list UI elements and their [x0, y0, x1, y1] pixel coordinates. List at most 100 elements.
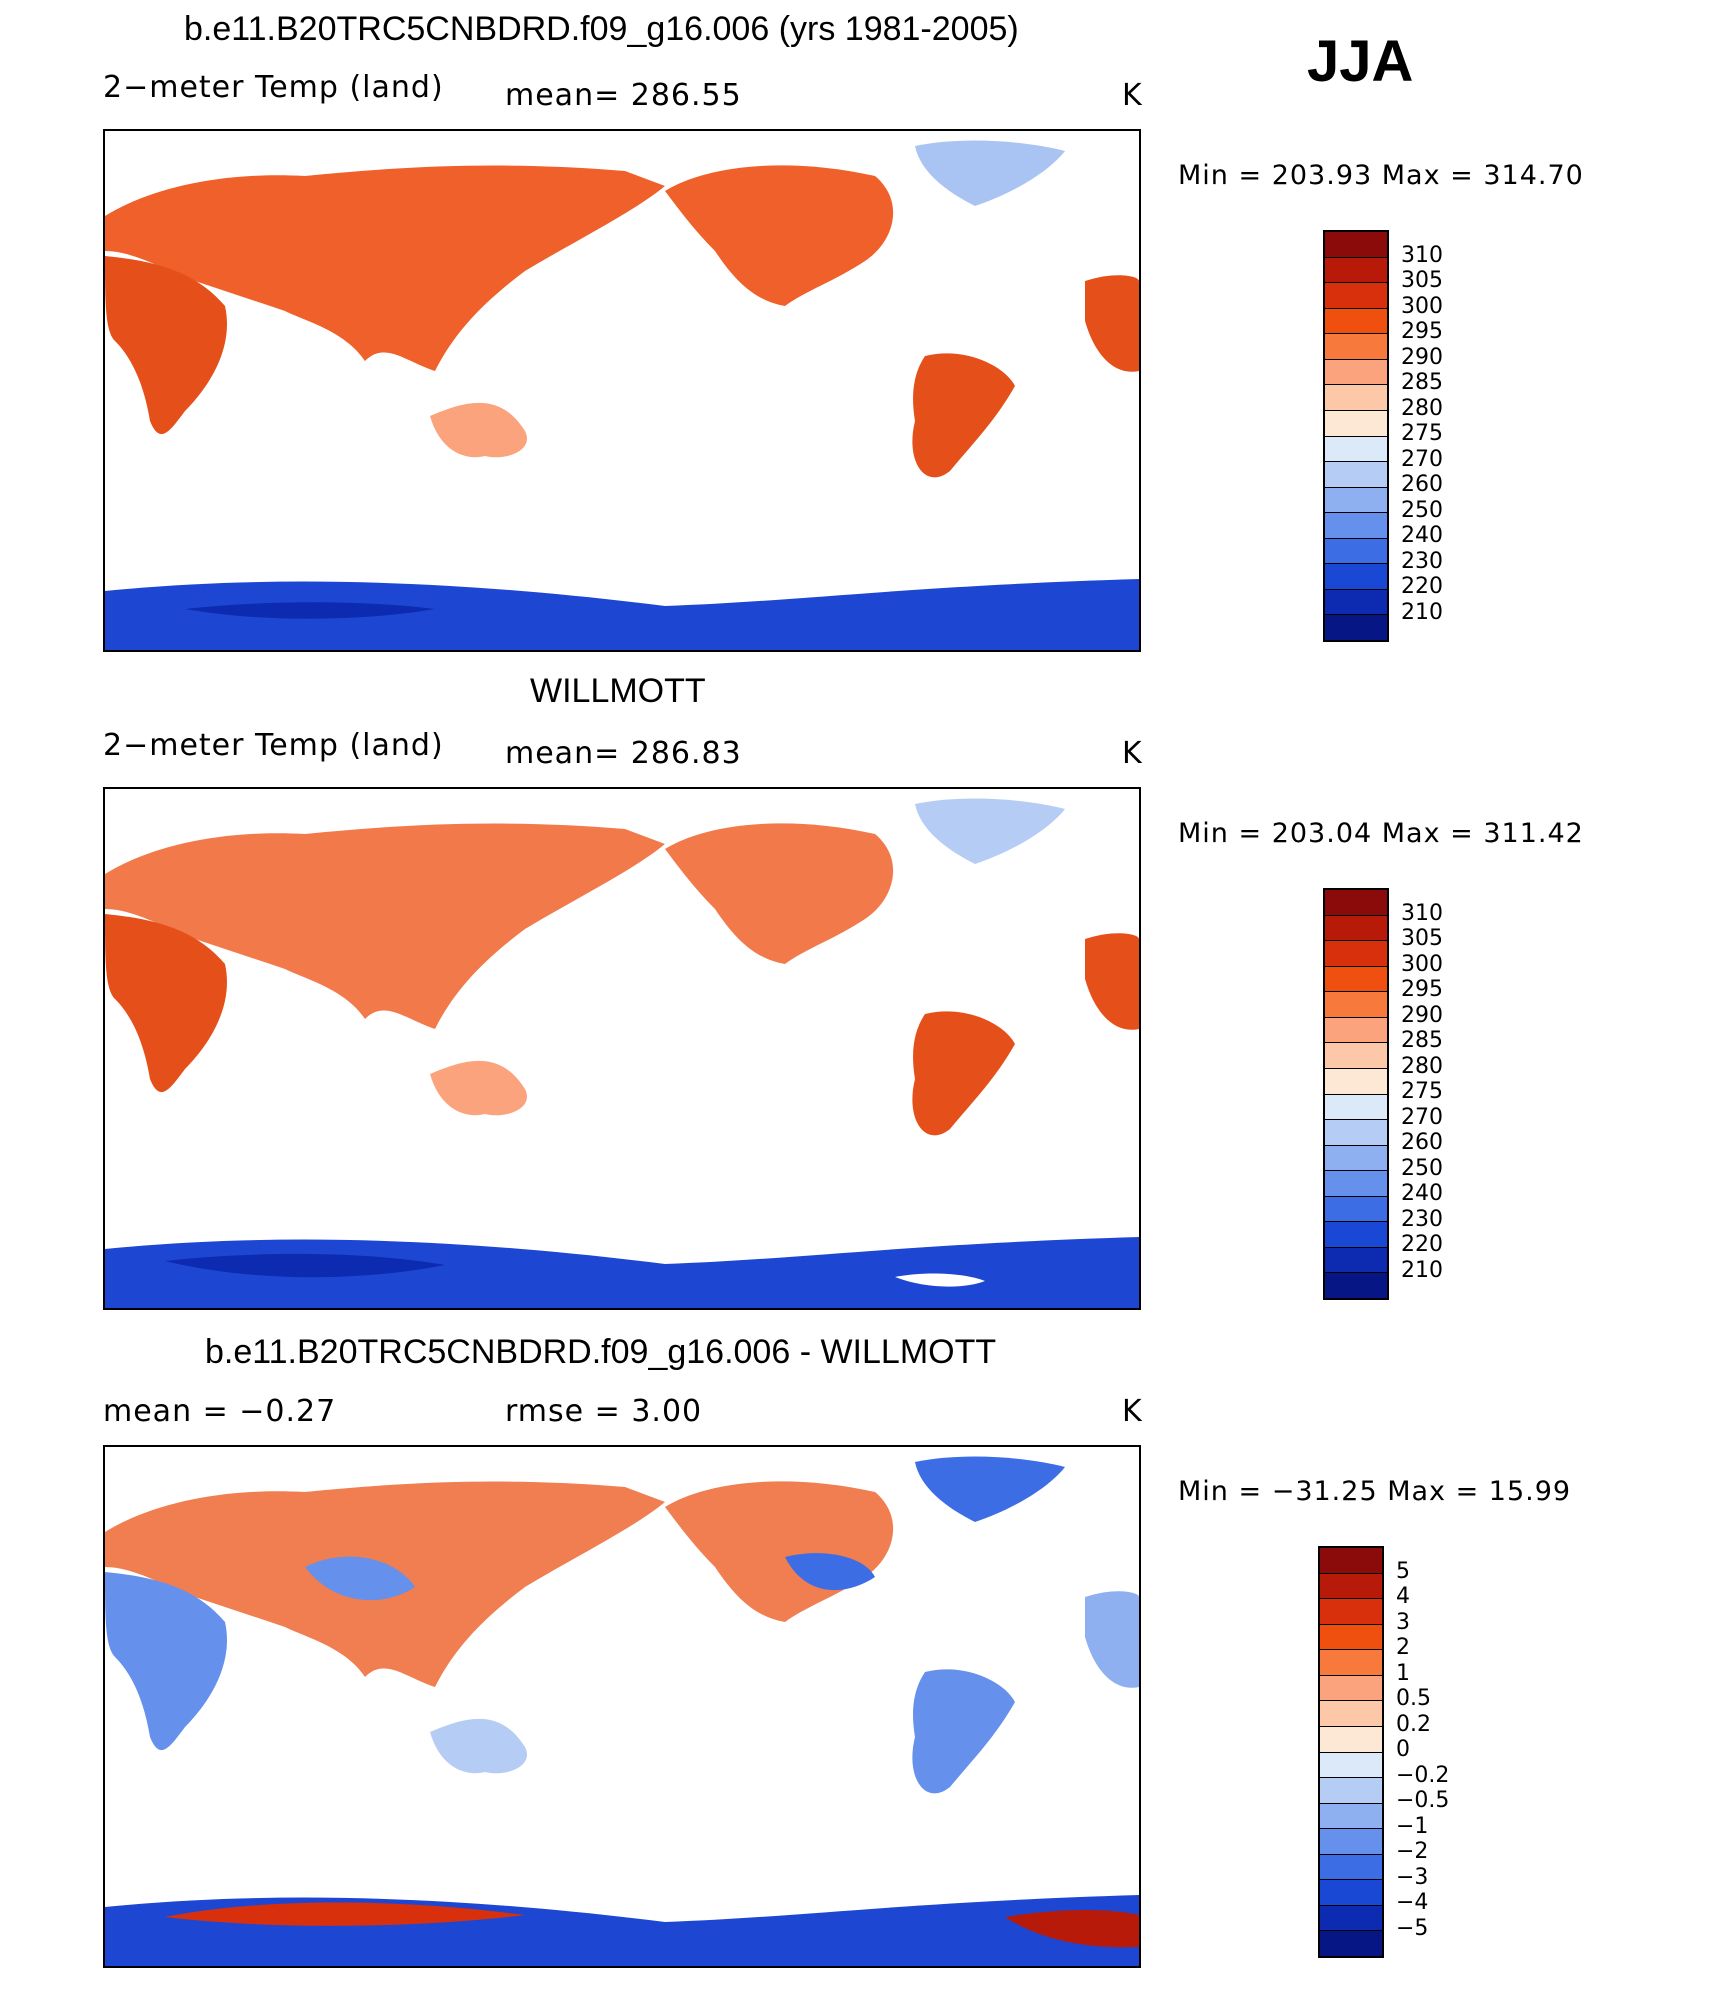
- eurasia-shape: [105, 823, 665, 1029]
- colorbar-swatch: [1325, 461, 1387, 487]
- north-america-shape: [665, 823, 894, 964]
- colorbar-tick-label: 210: [1401, 1257, 1443, 1283]
- australia-shape: [430, 402, 527, 458]
- panel-2-map: [103, 787, 1141, 1310]
- colorbar-swatch: [1325, 914, 1387, 941]
- colorbar-tick-label: 270: [1401, 446, 1443, 472]
- colorbar-tick-label: 260: [1401, 472, 1443, 497]
- colorbar-swatch: [1325, 1144, 1387, 1171]
- colorbar-swatch: [1320, 1828, 1382, 1854]
- colorbar-tick-label: 295: [1401, 977, 1443, 1002]
- colorbar-swatch: [1320, 1853, 1382, 1880]
- panel-1-map-svg: [105, 140, 1139, 650]
- panel-1-colorbar: [1323, 230, 1389, 642]
- antarctica-white-patch: [895, 1273, 985, 1287]
- colorbar-swatch: [1320, 1572, 1382, 1599]
- colorbar-swatch: [1325, 435, 1387, 462]
- panel-2-mean-label: mean= 286.83: [505, 736, 742, 771]
- colorbar-swatch: [1325, 256, 1387, 283]
- colorbar-swatch: [1325, 358, 1387, 385]
- colorbar-swatch: [1325, 1119, 1387, 1145]
- colorbar-swatch: [1325, 1246, 1387, 1273]
- colorbar-tick-label: 310: [1401, 242, 1443, 268]
- colorbar-tick-label: 290: [1401, 344, 1443, 370]
- north-america-shape: [665, 165, 894, 306]
- colorbar-swatch: [1320, 1802, 1382, 1829]
- panel-1-minmax: Min = 203.93 Max = 314.70: [1178, 160, 1584, 191]
- panel-1-map: [103, 129, 1141, 652]
- colorbar-swatch: [1325, 537, 1387, 564]
- colorbar-swatch: [1325, 486, 1387, 513]
- colorbar-tick-label: −1: [1396, 1813, 1429, 1839]
- colorbar-swatch: [1325, 409, 1387, 436]
- antarctica-shape: [105, 579, 1139, 650]
- colorbar-swatch: [1325, 512, 1387, 538]
- north-america-blue-patch: [785, 1553, 875, 1591]
- colorbar-tick-label: 310: [1401, 900, 1443, 926]
- colorbar-tick-label: 270: [1401, 1104, 1443, 1130]
- colorbar-tick-label: −5: [1396, 1915, 1429, 1941]
- colorbar-tick-label: 3: [1396, 1609, 1410, 1635]
- antarctica-red-patch: [165, 1902, 525, 1926]
- panel-1-land: [105, 140, 1139, 650]
- colorbar-swatch: [1325, 1067, 1387, 1094]
- colorbar-tick-label: 230: [1401, 548, 1443, 574]
- panel-3-map: [103, 1445, 1141, 1968]
- colorbar-swatch: [1320, 1725, 1382, 1752]
- panel-2-land: [105, 798, 1139, 1308]
- eurasia-shape: [105, 165, 665, 371]
- colorbar-swatch: [1320, 1674, 1382, 1701]
- panel-3-land: [105, 1456, 1139, 1966]
- colorbar-swatch: [1320, 1623, 1382, 1650]
- colorbar-tick-label: 0.2: [1396, 1711, 1431, 1737]
- africa-east-edge: [1085, 1591, 1139, 1688]
- colorbar-swatch: [1325, 282, 1387, 308]
- panel-3-minmax: Min = −31.25 Max = 15.99: [1178, 1476, 1572, 1507]
- panel-3-rmse-label: rmse = 3.00: [505, 1394, 703, 1429]
- antarctica-dark: [185, 602, 435, 619]
- colorbar-tick-label: 290: [1401, 1002, 1443, 1028]
- colorbar-swatch: [1325, 614, 1387, 640]
- colorbar-swatch: [1325, 991, 1387, 1017]
- panel-3-units: K: [1122, 1394, 1143, 1429]
- colorbar-swatch: [1320, 1649, 1382, 1675]
- south-america-shape: [912, 1669, 1015, 1794]
- colorbar-tick-label: 305: [1401, 926, 1443, 951]
- panel-3-map-svg: [105, 1456, 1139, 1966]
- africa-shape: [105, 914, 227, 1093]
- colorbar-tick-label: 4: [1396, 1584, 1410, 1609]
- colorbar-tick-label: −4: [1396, 1890, 1429, 1915]
- colorbar-tick-label: 1: [1396, 1660, 1410, 1686]
- colorbar-tick-label: 250: [1401, 1155, 1443, 1181]
- colorbar-tick-label: −2: [1396, 1839, 1429, 1864]
- antarctica-shape: [105, 1237, 1139, 1308]
- colorbar-tick-label: 250: [1401, 497, 1443, 523]
- colorbar-swatch: [1325, 1170, 1387, 1196]
- colorbar-swatch: [1325, 1272, 1387, 1298]
- colorbar-tick-label: −0.2: [1396, 1762, 1450, 1788]
- colorbar-swatch: [1320, 1548, 1382, 1573]
- colorbar-swatch: [1325, 232, 1387, 257]
- panel-3-title: b.e11.B20TRC5CNBDRD.f09_g16.006 - WILLMO…: [205, 1333, 997, 1371]
- colorbar-swatch: [1325, 588, 1387, 615]
- south-america-shape: [912, 353, 1015, 478]
- colorbar-swatch: [1325, 940, 1387, 966]
- colorbar-swatch: [1325, 333, 1387, 359]
- panel-1-title: b.e11.B20TRC5CNBDRD.f09_g16.006 (yrs 198…: [184, 10, 1019, 48]
- colorbar-swatch: [1320, 1598, 1382, 1624]
- africa-east-edge: [1085, 933, 1139, 1030]
- season-label: JJA: [1307, 29, 1414, 94]
- colorbar-tick-label: 240: [1401, 1181, 1443, 1206]
- panel-2-minmax: Min = 203.04 Max = 311.42: [1178, 818, 1584, 849]
- panel-1-units: K: [1122, 78, 1143, 113]
- colorbar-swatch: [1325, 1195, 1387, 1222]
- colorbar-swatch: [1320, 1930, 1382, 1956]
- colorbar-swatch: [1320, 1700, 1382, 1726]
- eurasia-blue-patch: [305, 1556, 415, 1601]
- africa-shape: [105, 1572, 227, 1751]
- colorbar-tick-label: 285: [1401, 370, 1443, 395]
- antarctica-dark: [165, 1253, 445, 1278]
- colorbar-tick-label: 0: [1396, 1737, 1410, 1762]
- colorbar-swatch: [1320, 1751, 1382, 1778]
- panel-2-colorbar: [1323, 888, 1389, 1300]
